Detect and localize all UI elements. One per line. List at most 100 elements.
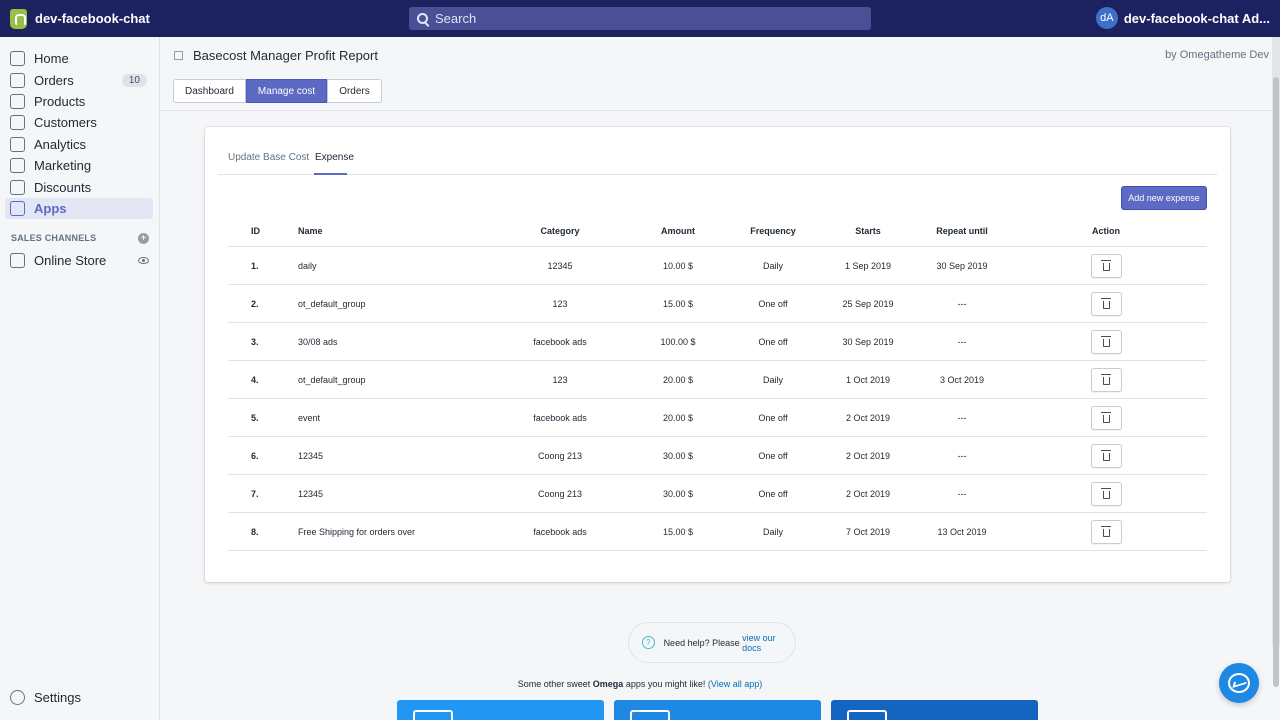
trash-icon	[1100, 449, 1111, 461]
sidebar-item-online-store[interactable]: Online Store	[0, 250, 153, 271]
row-repeat-until: ---	[957, 336, 967, 347]
row-starts: 2 Oct 2019	[845, 488, 891, 499]
row-action	[1066, 361, 1146, 398]
tab-manage-cost[interactable]: Manage cost	[245, 79, 328, 103]
row-name: ot_default_group	[298, 374, 366, 385]
help-pill: ? Need help? Please view our docs	[628, 622, 796, 663]
row-action	[1066, 323, 1146, 360]
row-id: 1.	[251, 260, 259, 271]
sidebar-item-marketing[interactable]: Marketing	[0, 155, 153, 176]
sidebar-item-label: Products	[34, 93, 86, 109]
row-name: ot_default_group	[298, 298, 366, 309]
expense-table: ID Name Category Amount Frequency Starts…	[228, 216, 1207, 551]
app-card-3[interactable]	[831, 700, 1038, 720]
row-amount: 30.00 $	[662, 488, 694, 499]
trash-icon	[1100, 487, 1111, 499]
add-new-expense-button[interactable]: Add new expense	[1121, 186, 1207, 210]
sidebar-item-settings[interactable]: Settings	[0, 687, 154, 708]
row-repeat-until: ---	[957, 298, 967, 309]
docs-link[interactable]: view our docs	[742, 632, 776, 653]
delete-button[interactable]	[1090, 367, 1122, 392]
sidebar-item-label: Online Store	[34, 253, 107, 269]
table-row: 4. ot_default_group 123 20.00 $ Daily 1 …	[228, 361, 1207, 399]
delete-button[interactable]	[1090, 481, 1122, 506]
sidebar-item-products[interactable]: Products	[0, 91, 153, 112]
delete-button[interactable]	[1090, 329, 1122, 354]
row-category: facebook ads	[533, 336, 587, 347]
row-name: event	[298, 412, 321, 423]
sidebar-item-label: Customers	[34, 115, 97, 131]
view-all-apps-link[interactable]: (View all app)	[707, 679, 763, 689]
page-header: Basecost Manager Profit Report by Omegat…	[160, 37, 1280, 74]
row-action	[1066, 513, 1146, 550]
row-amount: 15.00 $	[662, 298, 694, 309]
sidebar-item-label: Home	[34, 51, 69, 67]
row-category: facebook ads	[533, 412, 587, 423]
sidebar-item-analytics[interactable]: Analytics	[0, 134, 153, 155]
app-cards	[397, 700, 1038, 720]
sidebar-item-discounts[interactable]: Discounts	[0, 176, 153, 197]
search-input[interactable]: Search	[409, 7, 871, 30]
row-action	[1066, 247, 1146, 284]
app-card-2[interactable]	[614, 700, 821, 720]
page-title: Basecost Manager Profit Report	[193, 48, 378, 63]
store-switcher[interactable]: dev-facebook-chat	[0, 8, 409, 29]
trash-icon	[1100, 335, 1111, 347]
gear-icon	[10, 689, 25, 705]
store-name: dev-facebook-chat	[35, 11, 150, 26]
search-placeholder: Search	[435, 11, 477, 26]
row-repeat-until: ---	[957, 412, 967, 423]
app-byline: by Omegatheme Dev	[1165, 49, 1269, 61]
app-card-1[interactable]	[397, 700, 604, 720]
expense-card: Update Base Cost Expense Add new expense…	[205, 127, 1230, 582]
column-header-repeat-until: Repeat until	[936, 226, 988, 236]
row-amount: 10.00 $	[662, 260, 694, 271]
scrollbar-thumb[interactable]	[1273, 77, 1279, 687]
row-starts: 25 Sep 2019	[842, 298, 894, 309]
table-row: 6. 12345 Coong 213 30.00 $ One off 2 Oct…	[228, 437, 1207, 475]
tabs-bar: Dashboard Manage cost Orders	[160, 74, 1280, 111]
row-amount: 30.00 $	[662, 450, 694, 461]
table-row: 1. daily 12345 10.00 $ Daily 1 Sep 2019 …	[228, 247, 1207, 285]
row-id: 7.	[251, 488, 259, 499]
tab-dashboard[interactable]: Dashboard	[173, 79, 246, 103]
subtab-update-base-cost[interactable]: Update Base Cost	[228, 152, 310, 163]
sidebar-item-orders[interactable]: Orders 10	[0, 69, 153, 90]
sidebar-item-label: Analytics	[34, 136, 87, 152]
row-starts: 2 Oct 2019	[845, 412, 891, 423]
avatar: dA	[1095, 7, 1118, 29]
row-id: 3.	[251, 336, 259, 347]
sidebar-item-label: Orders	[34, 72, 74, 88]
row-amount: 15.00 $	[662, 526, 694, 537]
sidebar: Home Orders 10 Products Customers Analyt…	[0, 37, 160, 720]
trash-icon	[1100, 373, 1111, 385]
column-header-id: ID	[251, 226, 260, 236]
sidebar-item-label: Settings	[34, 689, 81, 705]
sidebar-item-apps[interactable]: Apps	[5, 197, 153, 220]
megaphone-icon	[10, 158, 25, 174]
trash-icon	[1100, 525, 1111, 537]
sidebar-item-home[interactable]: Home	[0, 48, 153, 69]
row-name: daily	[298, 260, 317, 271]
row-starts: 2 Oct 2019	[845, 450, 891, 461]
delete-button[interactable]	[1090, 253, 1122, 278]
row-repeat-until: 3 Oct 2019	[939, 374, 985, 385]
eye-icon[interactable]	[138, 257, 149, 265]
user-menu[interactable]: dA dev-facebook-chat Ad...	[1095, 7, 1270, 29]
add-channel-icon[interactable]: +	[138, 232, 149, 244]
sidebar-item-customers[interactable]: Customers	[0, 112, 153, 133]
tab-orders[interactable]: Orders	[327, 79, 382, 103]
delete-button[interactable]	[1090, 405, 1122, 430]
subtab-expense[interactable]: Expense	[315, 152, 354, 163]
person-icon	[10, 115, 25, 131]
delete-button[interactable]	[1090, 519, 1122, 544]
app-card-icon	[413, 710, 453, 720]
row-amount: 20.00 $	[662, 374, 694, 385]
scrollbar[interactable]	[1272, 37, 1280, 687]
messenger-chat-button[interactable]	[1219, 663, 1259, 703]
delete-button[interactable]	[1090, 443, 1122, 468]
row-frequency: One off	[758, 450, 788, 461]
delete-button[interactable]	[1090, 291, 1122, 316]
row-category: Coong 213	[537, 450, 583, 461]
promo-text-post: apps you might like!	[623, 679, 708, 689]
